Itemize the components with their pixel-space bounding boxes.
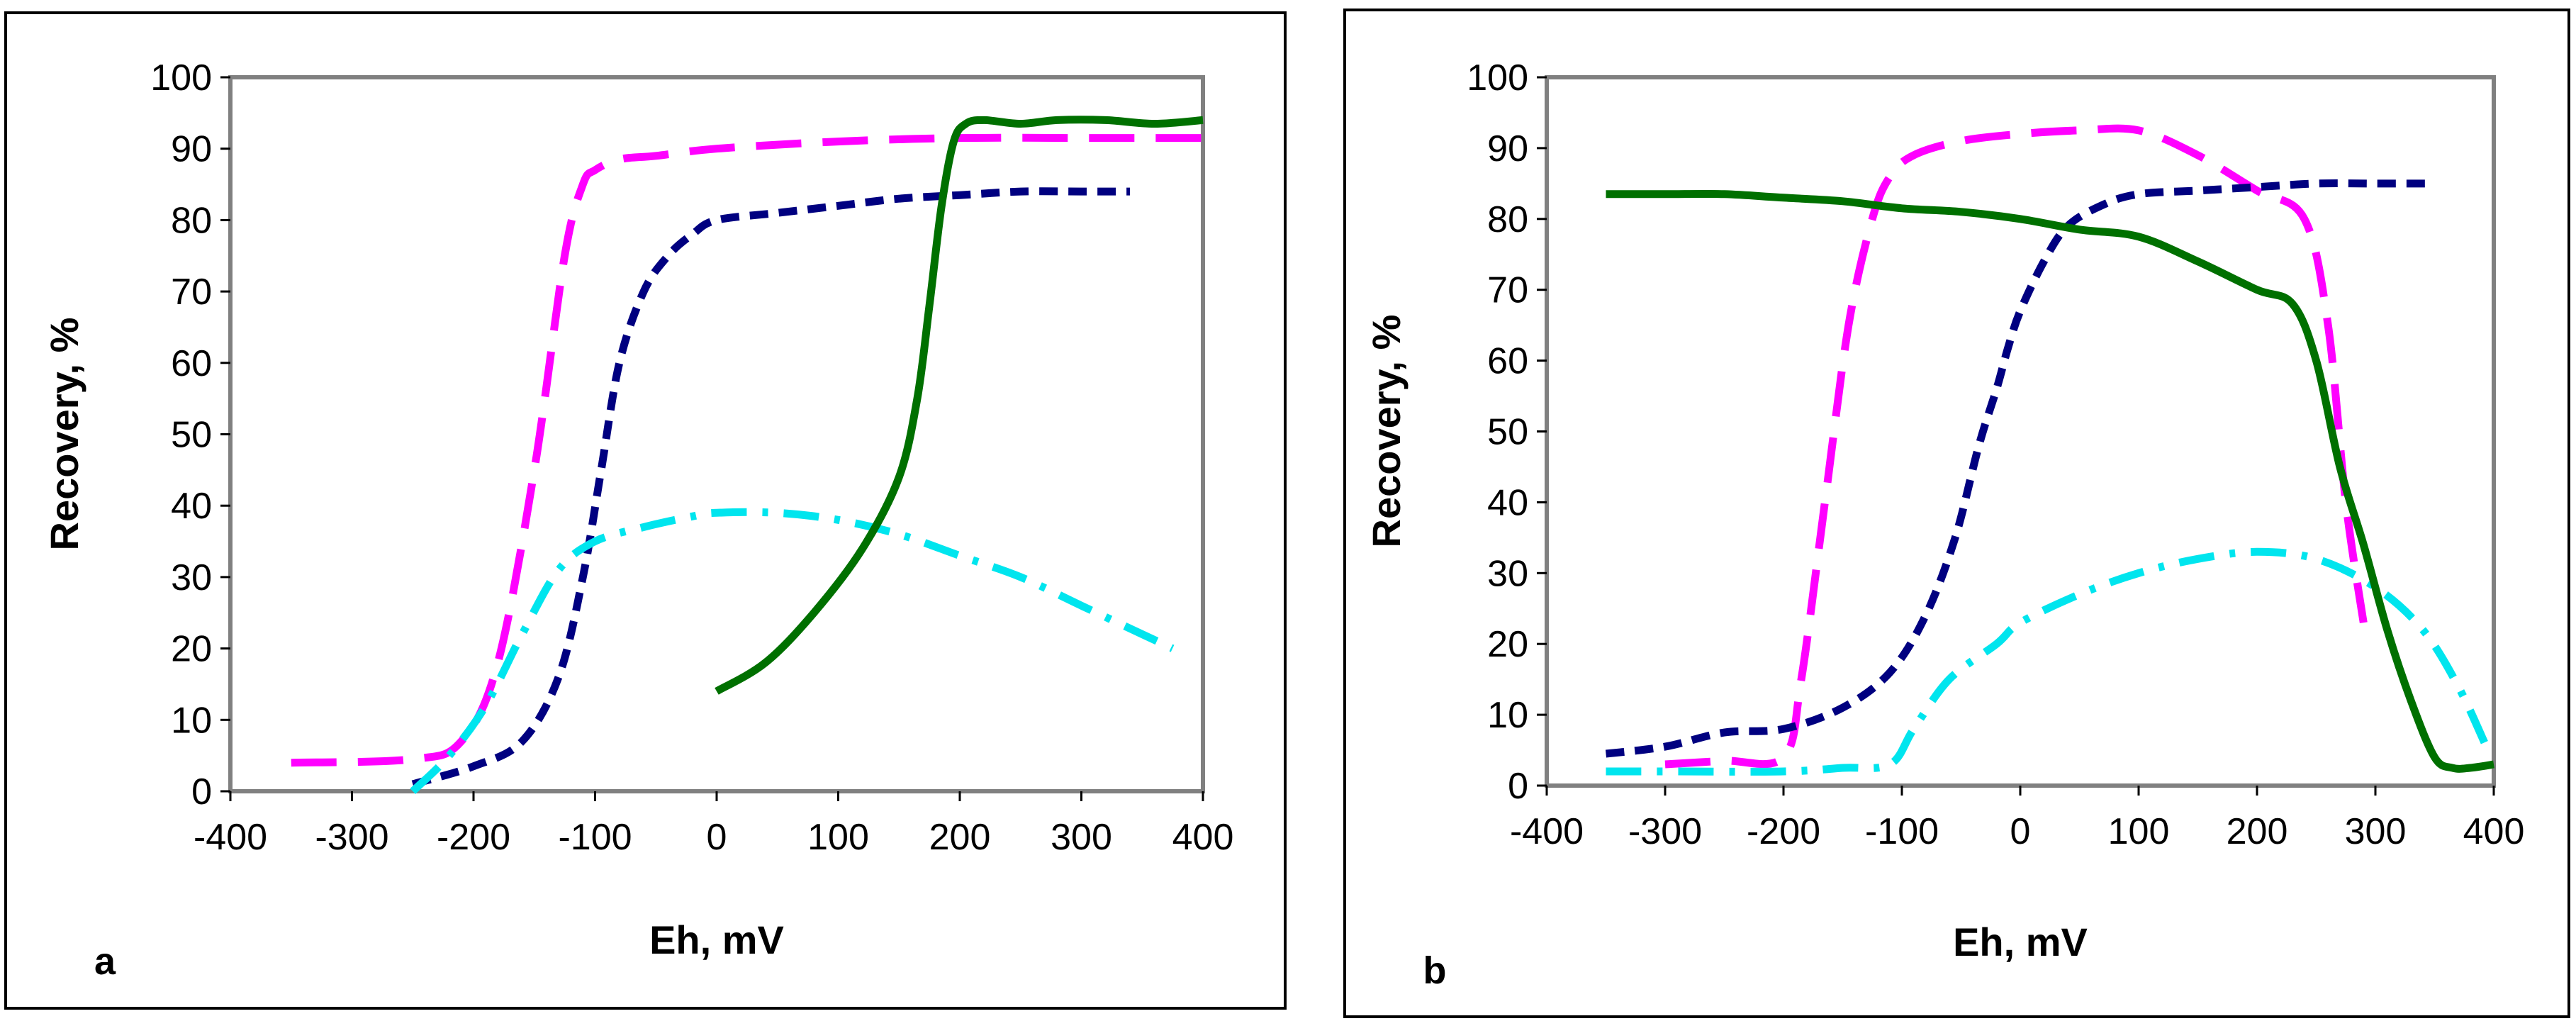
x-tick-label: 300 [2345,811,2407,852]
y-tick-label: 80 [171,200,212,241]
panel-a-series [291,116,1204,794]
x-tick-label: -300 [1628,811,1702,852]
x-tick-label: 100 [807,817,869,858]
series-line-cyan-dash-dot [1606,547,2492,776]
x-tick-label: 100 [2108,811,2170,852]
x-tick-label: 0 [2010,811,2031,852]
x-tick-label: 0 [707,817,727,858]
series-line-navy-short-dash [1605,179,2435,758]
y-tick-label: 30 [171,557,212,598]
x-tick-label: -400 [194,817,267,858]
y-tick-label: 60 [1487,341,1528,382]
x-tick-label: 200 [929,817,991,858]
panel-b-x-axis-title: Eh, mV [1953,920,2088,964]
y-tick-label: 40 [1487,482,1528,523]
panel-a: 0 10 20 30 40 50 60 70 80 90 100 -400 -300 -200 -100 0 1… [4,11,1287,1010]
series-line-green-solid [715,116,1204,695]
series-line-green-solid [1606,189,2494,773]
panel-b-label: b [1423,949,1447,992]
panel-a-x-axis-title: Eh, mV [649,917,784,962]
y-tick-label: 90 [171,129,212,170]
panel-b-series [1605,124,2494,776]
y-tick-label: 100 [150,57,212,99]
x-tick-label: -300 [315,817,388,858]
panel-a-plot-area [228,75,1205,793]
panel-b: 0 10 20 30 40 50 60 70 80 90 100 -400 -300 -200 -100 0 1… [1343,9,2570,1018]
y-tick-label: 90 [1487,128,1528,169]
x-tick-label: -400 [1510,811,1584,852]
panel-b-ticks: 0 10 20 30 40 50 60 70 80 90 100 -400 -300 -200 -100 0 1… [1467,57,2524,852]
x-tick-label: -100 [1865,811,1939,852]
y-tick-label: 40 [171,486,212,527]
panel-a-y-axis-title: Recovery, % [42,318,86,551]
y-tick-label: 10 [1487,695,1528,736]
x-tick-label: 400 [1172,817,1234,858]
y-tick-label: 50 [1487,412,1528,453]
x-tick-label: -200 [437,817,510,858]
series-line-navy-short-dash [411,187,1131,788]
series-line-cyan-dash-dot [410,508,1175,794]
y-tick-label: 30 [1487,553,1528,594]
panel-b-y-axis-title: Recovery, % [1364,315,1409,548]
y-tick-label: 100 [1467,57,1528,99]
x-tick-label: -200 [1747,811,1820,852]
y-tick-label: 20 [1487,624,1528,665]
y-tick-label: 60 [171,343,212,384]
y-tick-label: 70 [171,272,212,313]
series-line-magenta-long-dash [1664,124,2368,769]
y-tick-label: 20 [171,629,212,670]
x-tick-label: -100 [558,817,632,858]
y-tick-label: 50 [171,415,212,456]
y-tick-label: 10 [171,700,212,741]
panel-a-label: a [94,940,116,983]
y-tick-label: 0 [1508,766,1528,807]
y-tick-label: 0 [191,771,212,813]
x-tick-label: 200 [2227,811,2288,852]
panel-a-ticks: 0 10 20 30 40 50 60 70 80 90 100 -400 -300 -200 -100 0 1… [150,57,1233,858]
y-tick-label: 70 [1487,270,1528,311]
x-tick-label: 400 [2463,811,2525,852]
y-tick-label: 80 [1487,199,1528,240]
x-tick-label: 300 [1051,817,1112,858]
